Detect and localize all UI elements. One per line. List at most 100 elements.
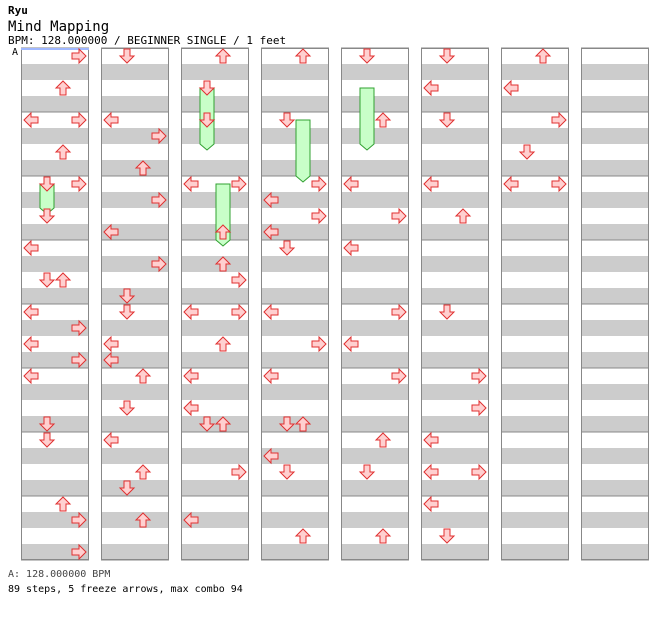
down-arrow-icon bbox=[198, 80, 216, 96]
song-title: Mind Mapping bbox=[8, 19, 110, 35]
down-arrow-icon bbox=[438, 112, 456, 128]
up-arrow-icon bbox=[374, 112, 392, 128]
down-arrow-icon bbox=[438, 48, 456, 64]
left-arrow-icon bbox=[103, 223, 119, 241]
up-arrow-icon bbox=[294, 48, 312, 64]
measure-column bbox=[21, 47, 89, 561]
right-arrow-icon bbox=[311, 335, 327, 353]
bpm-marker: A bbox=[12, 47, 19, 58]
down-arrow-icon bbox=[278, 112, 296, 128]
left-arrow-icon bbox=[183, 303, 199, 321]
left-arrow-icon bbox=[263, 303, 279, 321]
up-arrow-icon bbox=[54, 272, 72, 288]
right-arrow-icon bbox=[71, 543, 87, 561]
down-arrow-icon bbox=[38, 208, 56, 224]
left-arrow-icon bbox=[103, 431, 119, 449]
chart-summary: 89 steps, 5 freeze arrows, max combo 94 bbox=[8, 584, 243, 595]
up-arrow-icon bbox=[134, 160, 152, 176]
left-arrow-icon bbox=[183, 367, 199, 385]
left-arrow-icon bbox=[103, 335, 119, 353]
measure-column bbox=[421, 47, 489, 561]
down-arrow-icon bbox=[38, 416, 56, 432]
freeze-arrow bbox=[295, 119, 311, 183]
left-arrow-icon bbox=[23, 367, 39, 385]
right-arrow-icon bbox=[71, 175, 87, 193]
right-arrow-icon bbox=[391, 207, 407, 225]
down-arrow-icon bbox=[38, 272, 56, 288]
left-arrow-icon bbox=[263, 447, 279, 465]
up-arrow-icon bbox=[294, 416, 312, 432]
down-arrow-icon bbox=[118, 48, 136, 64]
up-arrow-icon bbox=[534, 48, 552, 64]
right-arrow-icon bbox=[71, 351, 87, 369]
left-arrow-icon bbox=[503, 175, 519, 193]
right-arrow-icon bbox=[391, 303, 407, 321]
bpm-legend: A: 128.000000 BPM bbox=[8, 569, 111, 580]
up-arrow-icon bbox=[214, 256, 232, 272]
left-arrow-icon bbox=[343, 239, 359, 257]
up-arrow-icon bbox=[134, 512, 152, 528]
left-arrow-icon bbox=[23, 111, 39, 129]
left-arrow-icon bbox=[503, 79, 519, 97]
up-arrow-icon bbox=[374, 432, 392, 448]
down-arrow-icon bbox=[278, 464, 296, 480]
left-arrow-icon bbox=[263, 367, 279, 385]
left-arrow-icon bbox=[343, 335, 359, 353]
left-arrow-icon bbox=[423, 495, 439, 513]
right-arrow-icon bbox=[471, 399, 487, 417]
down-arrow-icon bbox=[518, 144, 536, 160]
up-arrow-icon bbox=[214, 224, 232, 240]
right-arrow-icon bbox=[311, 175, 327, 193]
up-arrow-icon bbox=[294, 528, 312, 544]
down-arrow-icon bbox=[278, 416, 296, 432]
left-arrow-icon bbox=[183, 399, 199, 417]
up-arrow-icon bbox=[54, 144, 72, 160]
down-arrow-icon bbox=[198, 112, 216, 128]
chart-info: BPM: 128.000000 / BEGINNER SINGLE / 1 fe… bbox=[8, 34, 287, 47]
right-arrow-icon bbox=[71, 511, 87, 529]
right-arrow-icon bbox=[231, 303, 247, 321]
left-arrow-icon bbox=[263, 191, 279, 209]
right-arrow-icon bbox=[551, 175, 567, 193]
left-arrow-icon bbox=[103, 351, 119, 369]
left-arrow-icon bbox=[263, 223, 279, 241]
up-arrow-icon bbox=[54, 80, 72, 96]
measure-column bbox=[501, 47, 569, 561]
down-arrow-icon bbox=[118, 288, 136, 304]
freeze-arrow bbox=[359, 87, 375, 151]
measure-column bbox=[181, 47, 249, 561]
down-arrow-icon bbox=[38, 432, 56, 448]
down-arrow-icon bbox=[358, 48, 376, 64]
down-arrow-icon bbox=[438, 304, 456, 320]
up-arrow-icon bbox=[134, 464, 152, 480]
down-arrow-icon bbox=[198, 416, 216, 432]
down-arrow-icon bbox=[358, 464, 376, 480]
left-arrow-icon bbox=[343, 175, 359, 193]
left-arrow-icon bbox=[183, 175, 199, 193]
up-arrow-icon bbox=[374, 528, 392, 544]
right-arrow-icon bbox=[391, 367, 407, 385]
left-arrow-icon bbox=[23, 239, 39, 257]
right-arrow-icon bbox=[471, 463, 487, 481]
right-arrow-icon bbox=[71, 111, 87, 129]
up-arrow-icon bbox=[214, 48, 232, 64]
right-arrow-icon bbox=[231, 271, 247, 289]
up-arrow-icon bbox=[214, 416, 232, 432]
up-arrow-icon bbox=[454, 208, 472, 224]
right-arrow-icon bbox=[71, 319, 87, 337]
down-arrow-icon bbox=[38, 176, 56, 192]
measure-column bbox=[581, 47, 649, 561]
left-arrow-icon bbox=[183, 511, 199, 529]
down-arrow-icon bbox=[118, 400, 136, 416]
up-arrow-icon bbox=[54, 496, 72, 512]
right-arrow-icon bbox=[71, 47, 87, 65]
left-arrow-icon bbox=[23, 303, 39, 321]
right-arrow-icon bbox=[151, 127, 167, 145]
left-arrow-icon bbox=[423, 431, 439, 449]
left-arrow-icon bbox=[423, 463, 439, 481]
artist-name: Ryu bbox=[8, 4, 28, 17]
left-arrow-icon bbox=[423, 79, 439, 97]
down-arrow-icon bbox=[278, 240, 296, 256]
down-arrow-icon bbox=[118, 480, 136, 496]
